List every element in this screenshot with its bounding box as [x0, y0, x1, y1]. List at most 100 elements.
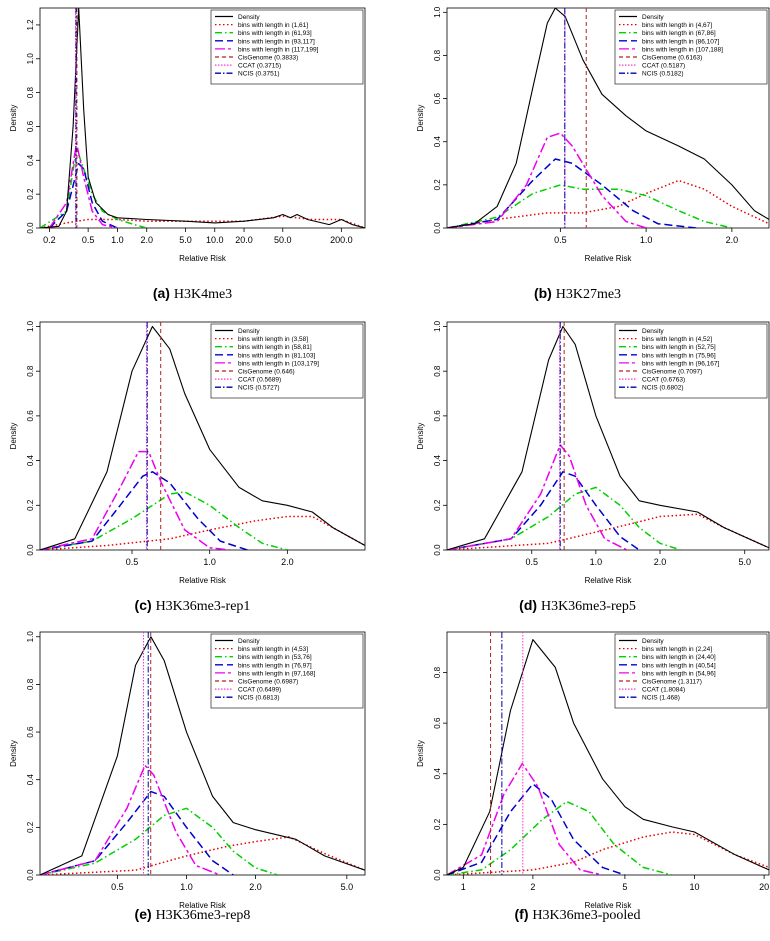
plot-area	[40, 322, 365, 550]
legend-entry-bin-4: bins with length in (97,168]	[238, 670, 316, 677]
bin-curve-3	[40, 790, 234, 875]
plot-frame	[446, 7, 770, 229]
caption-a: (a) H3K4me3	[0, 285, 385, 303]
y-axis-label: Density	[416, 423, 425, 450]
legend-entry-ccat: CCAT (0.5187)	[642, 63, 685, 70]
y-tick-label: 0.8	[26, 365, 35, 377]
x-tick-label: 1	[461, 882, 466, 892]
x-tick-label: 0.5	[126, 557, 139, 567]
y-tick-label: 0.4	[433, 454, 442, 466]
y-tick-label: 1.0	[26, 320, 35, 332]
legend-entry-ccat: CCAT (0.6499)	[238, 687, 281, 694]
bin-curve-3	[447, 783, 626, 875]
caption-letter: (c)	[134, 597, 152, 613]
legend-box	[210, 9, 364, 85]
x-axis-label: Relative Risk	[179, 254, 227, 263]
y-tick-label: 0.8	[433, 666, 442, 678]
legend-entry-ccat: CCAT (0.5689)	[238, 377, 281, 384]
legend-entry-cisgenome: CisGenome (0.6163)	[642, 55, 702, 62]
bin-curve-3	[40, 471, 248, 550]
legend-entry-ncis: NCIS (0.5727)	[238, 385, 280, 392]
legend-entry-bin-1: bins with length in (3,58]	[238, 336, 308, 343]
panel-a: 0.2 0.5 1.0 2.0 5.0 10.0 20.0 50.0 200.0 0.0 0.2 0.…	[9, 7, 366, 263]
legend-entry-density: Density	[238, 638, 260, 645]
legend-entry-bin-3: bins with length in (40,54]	[642, 662, 716, 669]
y-tick-label: 0.2	[26, 821, 35, 833]
x-tick-label: 20	[759, 882, 769, 892]
x-tick-label: 50.0	[274, 235, 292, 245]
x-tick-label: 0.2	[43, 235, 56, 245]
y-tick-label: 1.0	[433, 320, 442, 332]
caption-b: (b) H3K27me3	[385, 285, 770, 303]
x-tick-label: 1.0	[180, 882, 193, 892]
legend-box	[614, 323, 768, 399]
x-tick-label: 5.0	[738, 557, 751, 567]
legend-entry-bin-2: bins with length in (61,93]	[238, 30, 312, 37]
x-axis-label: Relative Risk	[179, 901, 227, 910]
x-tick-label: 0.5	[525, 557, 538, 567]
caption-name: H3K36me3-rep8	[155, 908, 251, 923]
legend-entry-bin-3: bins with length in (81,103]	[238, 352, 316, 359]
caption-letter: (e)	[134, 906, 152, 922]
y-tick-label: 0.6	[26, 726, 35, 738]
legend-entry-bin-3: bins with length in (86,107]	[642, 38, 720, 45]
legend-entry-bin-1: bins with length in (4,52]	[642, 336, 712, 343]
y-tick-label: 0.4	[433, 768, 442, 780]
legend-entry-ncis: NCIS (0.3751)	[238, 71, 280, 78]
y-tick-label: 0.2	[433, 818, 442, 830]
caption-name: H3K27me3	[555, 287, 622, 302]
legend-entry-cisgenome: CisGenome (0.6987)	[238, 679, 298, 686]
legend-entry-ncis: NCIS (0.6813)	[238, 695, 280, 702]
y-tick-label: 1.0	[26, 53, 35, 65]
legend-entry-cisgenome: CisGenome (0.3833)	[238, 55, 298, 62]
bin-curve-2	[40, 491, 288, 550]
legend-entry-bin-2: bins with length in (52,75]	[642, 344, 716, 351]
plot-area	[40, 8, 365, 228]
x-tick-label: 2.0	[140, 235, 153, 245]
y-tick-label: 0.4	[26, 774, 35, 786]
x-tick-label: 1.0	[203, 557, 216, 567]
x-tick-label: 1.0	[111, 235, 124, 245]
x-tick-label: 20.0	[235, 235, 253, 245]
plot-area	[447, 8, 769, 228]
plot-frame	[39, 7, 366, 229]
x-tick-label: 2.0	[281, 557, 294, 567]
legend-entry-ncis: NCIS (0.5182)	[642, 71, 684, 78]
y-tick-label: 0.8	[433, 365, 442, 377]
legend-entry-bin-1: bins with length in (2,24]	[642, 646, 712, 653]
y-tick-label: 0.0	[26, 222, 35, 234]
legend-entry-bin-1: bins with length in (4,67]	[642, 22, 712, 29]
x-axis-label: Relative Risk	[585, 576, 633, 585]
bin-curve-2	[447, 184, 733, 228]
bin-curve-4	[447, 762, 603, 875]
bin-curve-4	[447, 444, 628, 550]
x-tick-label: 2.0	[249, 882, 262, 892]
legend-entry-bin-2: bins with length in (24,40]	[642, 654, 716, 661]
y-tick-label: 0.0	[433, 544, 442, 556]
x-tick-label: 2	[530, 882, 535, 892]
y-tick-label: 0.8	[26, 678, 35, 690]
y-axis-label: Density	[9, 423, 18, 450]
y-tick-label: 0.0	[26, 869, 35, 881]
caption-letter: (b)	[533, 285, 552, 301]
legend-entry-bin-3: bins with length in (75,96]	[642, 352, 716, 359]
x-tick-label: 10.0	[206, 235, 224, 245]
x-tick-label: 0.5	[554, 235, 567, 245]
y-tick-label: 0.8	[433, 49, 442, 61]
legend-box	[210, 633, 364, 709]
y-tick-label: 1.2	[26, 19, 35, 31]
x-tick-label: 5.0	[341, 882, 354, 892]
x-tick-label: 10	[689, 882, 699, 892]
bin-curve-1	[447, 179, 769, 228]
density-curve	[447, 639, 769, 875]
bin-curve-1	[40, 836, 365, 875]
density-curve	[447, 8, 769, 228]
y-tick-label: 0.8	[26, 87, 35, 99]
y-tick-label: 0.2	[26, 188, 35, 200]
bin-curve-4	[447, 132, 647, 228]
y-tick-label: 1.0	[26, 631, 35, 643]
legend-entry-density: Density	[642, 638, 664, 645]
